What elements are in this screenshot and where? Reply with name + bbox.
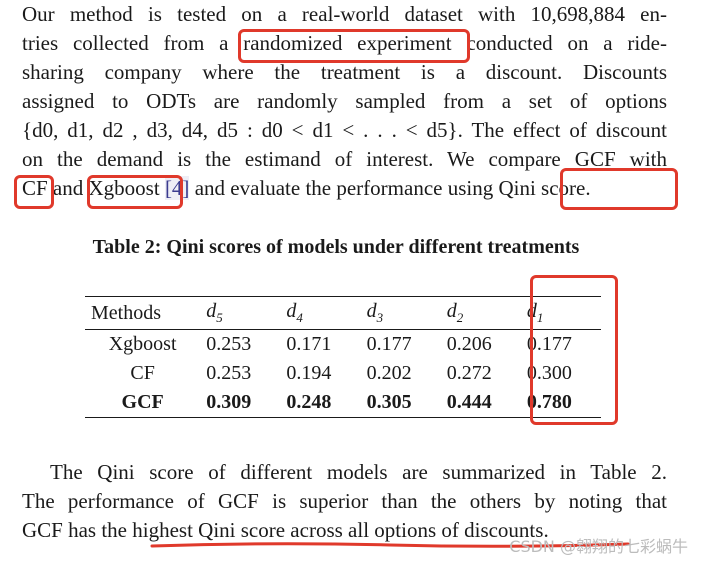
text-segment: and evaluate the performance using Qini … — [189, 176, 591, 200]
method-cell: Xgboost — [108, 333, 177, 355]
method-cell: GCF — [85, 388, 201, 418]
paragraph-line: sharing company where the treatment is a… — [22, 60, 667, 84]
value-cell: 0.780 — [520, 388, 601, 418]
table-row: GCF 0.309 0.248 0.305 0.444 0.780 — [85, 388, 601, 418]
column-header: d1 — [520, 296, 601, 330]
highlight-xgboost — [87, 175, 183, 209]
value-cell: 0.444 — [440, 388, 521, 418]
paragraph-line: Our method is tested on a real-world dat… — [22, 2, 667, 26]
value-cell: 0.177 — [366, 333, 412, 355]
paragraph-line-last: CF and Xgboost [4] and evaluate the perf… — [22, 174, 667, 203]
column-header: d2 — [440, 296, 521, 330]
paragraph-1: Our method is tested on a real-world dat… — [22, 0, 667, 203]
table-caption: Table 2: Qini scores of models under dif… — [92, 236, 580, 258]
highlight-qini-score — [560, 168, 678, 210]
column-header: d5 — [200, 296, 281, 330]
paragraph-line: assigned to ODTs are randomly sampled fr… — [22, 89, 667, 113]
paragraph-line: on the demand is the estimand of interes… — [22, 147, 667, 171]
column-header: d4 — [280, 296, 361, 330]
paragraph-2: The Qini score of different models are s… — [22, 458, 667, 545]
value-cell: 0.177 — [526, 333, 572, 355]
value-cell: 0.253 — [206, 333, 252, 355]
column-header: d3 — [360, 296, 441, 330]
paragraph-line: The performance of GCF is superior than … — [22, 489, 667, 513]
value-cell: 0.305 — [360, 388, 441, 418]
table-header-row: Methods d5 d4 d3 d2 d1 — [85, 296, 601, 330]
value-cell: 0.272 — [446, 362, 492, 384]
value-cell: 0.202 — [366, 362, 412, 384]
paragraph-line-last: GCF has the highest Qini score across al… — [22, 518, 549, 542]
value-cell: 0.206 — [446, 333, 492, 355]
table-row: Xgboost 0.253 0.171 0.177 0.206 0.177 — [85, 330, 601, 360]
qini-table: Methods d5 d4 d3 d2 d1 Xgboost 0.253 0.1… — [85, 296, 601, 418]
table-row: CF 0.253 0.194 0.202 0.272 0.300 — [85, 359, 601, 388]
highlight-randomized-experiment — [238, 29, 470, 63]
highlight-d1-column — [530, 275, 618, 425]
method-cell: CF — [130, 362, 155, 384]
paragraph-line: tries collected from a randomized experi… — [22, 31, 667, 55]
column-header: Methods — [85, 296, 201, 330]
value-cell: 0.171 — [286, 333, 332, 355]
paragraph-line: The Qini score of different models are s… — [50, 460, 667, 484]
citation-link[interactable]: [4] — [164, 176, 190, 200]
watermark: CSDN @翱翔的七彩蜗牛 — [509, 537, 688, 556]
value-cell: 0.194 — [286, 362, 332, 384]
value-cell: 0.253 — [206, 362, 252, 384]
value-cell: 0.248 — [280, 388, 361, 418]
underline-annotation — [150, 542, 630, 548]
value-cell: 0.300 — [526, 362, 572, 384]
paragraph-line: {d0, d1, d2 , d3, d4, d5 : d0 < d1 < . .… — [22, 118, 667, 142]
value-cell: 0.309 — [200, 388, 281, 418]
highlight-cf — [14, 175, 54, 209]
